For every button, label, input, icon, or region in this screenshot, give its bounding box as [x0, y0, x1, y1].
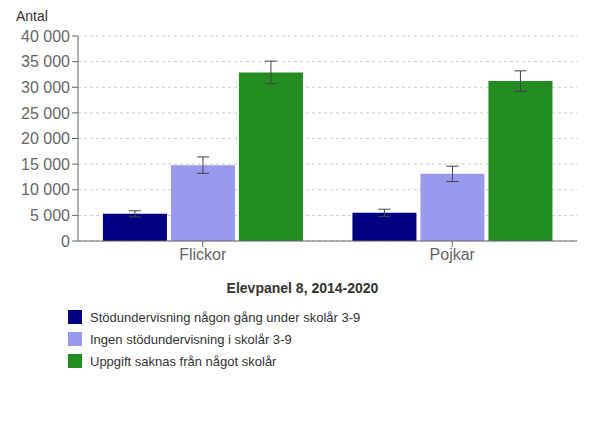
- html-text:Elevpanel 8, 2014-2020: Elevpanel 8, 2014-2020: [226, 280, 379, 296]
- html-text:Uppgift saknas från något skol: Uppgift saknas från något skolår: [90, 353, 277, 369]
- svg-text:10 000: 10 000: [21, 181, 70, 198]
- svg-text:0: 0: [61, 233, 70, 250]
- svg-text:Pojkar: Pojkar: [430, 246, 476, 263]
- svg-text:25 000: 25 000: [21, 105, 70, 122]
- svg-text:35 000: 35 000: [21, 53, 70, 70]
- svg-text:5 000: 5 000: [30, 207, 70, 224]
- html-text:Ingen stödundervisning i skolå: Ingen stödundervisning i skolår 3-9: [90, 331, 292, 347]
- svg-text:30 000: 30 000: [21, 79, 70, 96]
- svg-text:40 000: 40 000: [21, 28, 70, 45]
- html-text:Stödundervisning någon gång un: Stödundervisning någon gång under skolår…: [90, 309, 361, 325]
- svg-text:20 000: 20 000: [21, 130, 70, 147]
- html-text:Antal: Antal: [16, 8, 48, 24]
- svg-text:Flickor: Flickor: [179, 246, 227, 263]
- svg-text:15 000: 15 000: [21, 156, 70, 173]
